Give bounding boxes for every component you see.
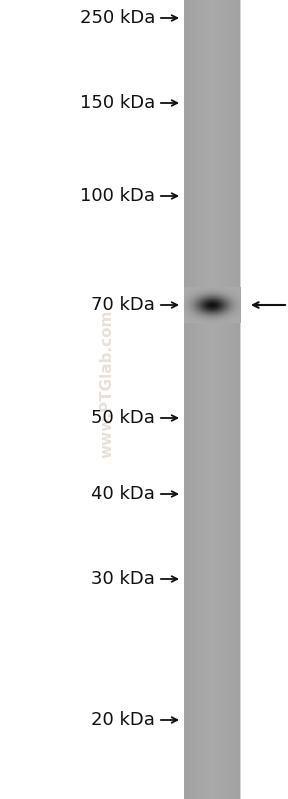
Bar — [218, 0, 219, 799]
Bar — [209, 0, 210, 799]
Bar — [228, 0, 229, 799]
Bar — [191, 0, 192, 799]
Bar — [190, 0, 191, 799]
Bar — [211, 0, 213, 799]
Bar — [225, 0, 226, 799]
Text: 30 kDa: 30 kDa — [91, 570, 155, 588]
Bar — [227, 0, 228, 799]
Bar — [197, 0, 198, 799]
Bar — [207, 0, 208, 799]
Bar — [213, 0, 214, 799]
Bar — [237, 0, 238, 799]
Bar — [199, 0, 200, 799]
Bar — [203, 0, 204, 799]
Bar — [208, 0, 209, 799]
Text: 250 kDa: 250 kDa — [79, 9, 155, 27]
Text: 100 kDa: 100 kDa — [80, 187, 155, 205]
Bar — [201, 0, 202, 799]
Bar — [233, 0, 234, 799]
Text: 40 kDa: 40 kDa — [91, 485, 155, 503]
Bar — [198, 0, 199, 799]
Bar — [214, 0, 215, 799]
Bar — [206, 0, 207, 799]
Bar — [204, 0, 205, 799]
Text: www.PTGlab.com: www.PTGlab.com — [99, 309, 114, 458]
Bar — [192, 0, 193, 799]
Text: 50 kDa: 50 kDa — [91, 409, 155, 427]
Bar — [195, 0, 196, 799]
Bar — [193, 0, 194, 799]
Bar — [200, 0, 201, 799]
Bar — [221, 0, 222, 799]
Bar — [210, 0, 211, 799]
Bar — [224, 0, 225, 799]
Bar — [229, 0, 230, 799]
Bar — [188, 0, 189, 799]
Bar — [184, 0, 185, 799]
Bar — [215, 0, 216, 799]
Bar — [230, 0, 232, 799]
Bar — [184, 0, 240, 799]
Bar — [222, 0, 223, 799]
Bar — [205, 0, 206, 799]
Bar — [238, 0, 239, 799]
Bar — [234, 0, 235, 799]
Bar — [194, 0, 196, 799]
Bar — [189, 0, 190, 799]
Text: ↄ: ↄ — [213, 252, 217, 258]
Bar — [217, 0, 218, 799]
Bar — [226, 0, 227, 799]
Bar — [202, 0, 203, 799]
Bar — [186, 0, 187, 799]
Text: 70 kDa: 70 kDa — [91, 296, 155, 314]
Bar — [239, 0, 240, 799]
Bar — [223, 0, 224, 799]
Bar — [216, 0, 217, 799]
Bar — [232, 0, 233, 799]
Bar — [240, 0, 241, 799]
Bar — [185, 0, 186, 799]
Text: 150 kDa: 150 kDa — [80, 94, 155, 112]
Bar — [220, 0, 221, 799]
Bar — [196, 0, 197, 799]
Text: 20 kDa: 20 kDa — [91, 711, 155, 729]
Bar — [219, 0, 220, 799]
Bar — [236, 0, 237, 799]
Bar — [235, 0, 236, 799]
Bar — [187, 0, 188, 799]
Bar — [211, 0, 212, 799]
